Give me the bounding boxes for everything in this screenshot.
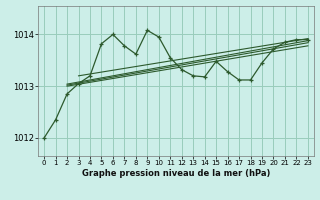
X-axis label: Graphe pression niveau de la mer (hPa): Graphe pression niveau de la mer (hPa) [82,169,270,178]
